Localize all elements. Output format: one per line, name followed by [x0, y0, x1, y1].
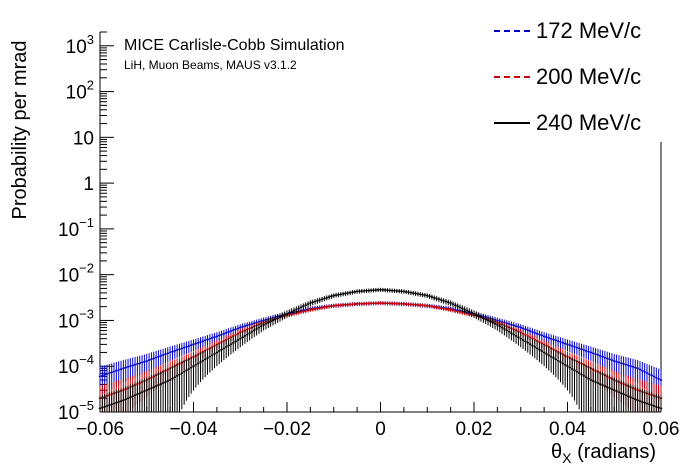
legend-label-172: 172 MeV/c: [536, 18, 642, 43]
legend-line-240: [494, 122, 530, 124]
legend-label-200: 200 MeV/c: [536, 64, 642, 89]
annotation-title: MICE Carlisle-Cobb Simulation: [124, 37, 345, 54]
series-0: [98, 301, 663, 404]
y-tick-label: 1: [83, 174, 94, 195]
x-tick-label: 0: [375, 419, 386, 440]
y-tick-label: 10−1: [58, 215, 94, 241]
x-tick-label: 0.02: [456, 419, 493, 440]
x-tick-label: 0.04: [549, 419, 586, 440]
x-tick-label: −0.02: [263, 419, 311, 440]
series-2: [98, 287, 663, 412]
y-tick-label: 10: [73, 128, 94, 149]
y-tick-label: 102: [66, 78, 94, 104]
legend-item-200: 200 MeV/c: [490, 54, 690, 100]
x-tick-label: −0.06: [76, 419, 124, 440]
legend: 172 MeV/c 200 MeV/c 240 MeV/c: [490, 8, 690, 146]
legend-line-200: [494, 76, 530, 78]
series-1: [98, 301, 663, 412]
legend-item-172: 172 MeV/c: [490, 8, 690, 54]
y-tick-label: 103: [66, 32, 94, 58]
legend-line-172: [494, 30, 530, 32]
x-tick-label: −0.04: [169, 419, 218, 440]
annotation-subtitle: LiH, Muon Beams, MAUS v3.1.2: [124, 58, 297, 72]
legend-label-240: 240 MeV/c: [536, 110, 642, 135]
y-tick-label: 10−3: [58, 306, 94, 332]
legend-item-240: 240 MeV/c: [490, 100, 690, 146]
x-axis-label: θX (radians): [551, 441, 656, 466]
y-tick-label: 10−2: [58, 261, 94, 287]
y-axis-label: Probability per mrad: [9, 41, 31, 220]
x-tick-label: 0.06: [643, 419, 680, 440]
series-group: [98, 287, 663, 412]
y-tick-label: 10−5: [58, 398, 94, 424]
y-tick-label: 10−4: [58, 352, 94, 378]
